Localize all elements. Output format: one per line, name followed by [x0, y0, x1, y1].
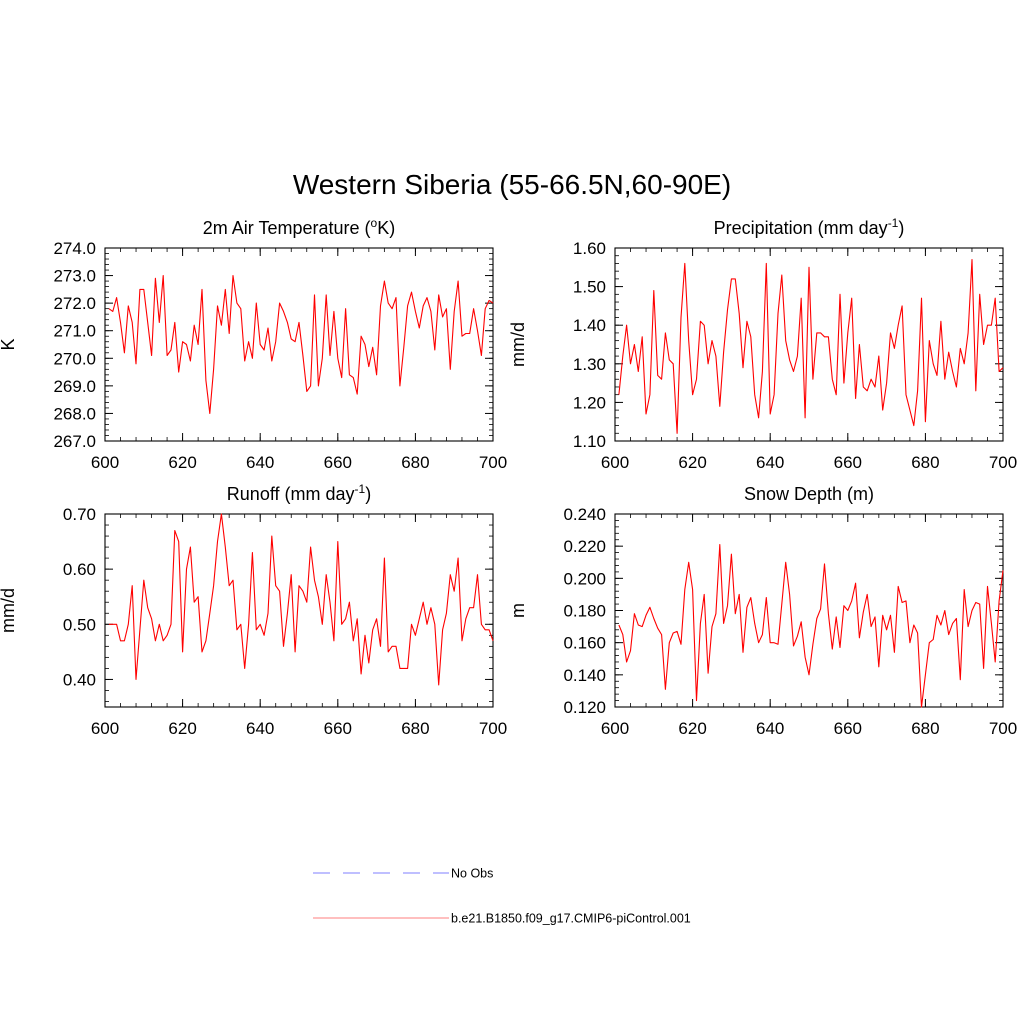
panel-title-text: Snow Depth (m) — [744, 484, 874, 504]
panel-title-text: 2m Air Temperature ( — [203, 218, 371, 238]
plot-frame — [614, 247, 1004, 442]
y-tick-label: 1.50 — [573, 278, 606, 297]
y-tick-label: 270.0 — [53, 349, 96, 368]
y-tick-label: 0.50 — [63, 615, 96, 634]
x-tick-label: 660 — [324, 719, 352, 738]
y-tick-label: 0.60 — [63, 560, 96, 579]
x-tick-label: 640 — [756, 719, 784, 738]
y-tick-label: 0.220 — [563, 537, 606, 556]
y-axis-label: mm/d — [0, 588, 18, 633]
panel-title-text-end: ) — [365, 484, 371, 504]
figure-title: Western Siberia (55-66.5N,60-90E) — [293, 169, 731, 200]
y-tick-label: 269.0 — [53, 377, 96, 396]
panel-title-text: Precipitation (mm day — [714, 218, 888, 238]
series-line — [108, 275, 494, 414]
panel-title-text: Runoff (mm day — [227, 484, 355, 504]
y-tick-label: 1.20 — [573, 393, 606, 412]
x-tick-label: 640 — [756, 453, 784, 472]
x-tick-label: 600 — [601, 719, 629, 738]
plot-frame — [104, 247, 494, 442]
x-tick-label: 700 — [989, 719, 1017, 738]
x-tick-label: 660 — [324, 453, 352, 472]
series-line — [618, 544, 1004, 708]
x-tick-label: 680 — [401, 453, 429, 472]
x-tick-label: 680 — [911, 719, 939, 738]
legend: No Obs b.e21.B1850.f09_g17.CMIP6-piContr… — [313, 867, 691, 926]
x-tick-label: 680 — [911, 453, 939, 472]
panel-4: 600 620 640 660 680 700 0.120 0.140 0.160 0.180 0.… — [508, 484, 1017, 738]
y-axis-label: m — [508, 603, 528, 618]
series-line — [108, 513, 494, 686]
panel-title: Runoff (mm day-1) — [227, 482, 371, 504]
panel-title: 2m Air Temperature (oK) — [203, 216, 395, 238]
panel-title: Precipitation (mm day-1) — [714, 216, 905, 238]
panels: 600 620 640 660 680 700 267.0 268.0 269.0 270.0 27… — [0, 216, 1017, 738]
panel-title-superscript: o — [371, 216, 378, 230]
panel-title-text-end: K) — [377, 218, 395, 238]
panel-2: 600 620 640 660 680 700 1.10 1.20 1.30 1.40 1.50 1.… — [508, 216, 1017, 472]
x-tick-label: 600 — [601, 453, 629, 472]
y-tick-label: 271.0 — [53, 322, 96, 341]
y-axis-label: K — [0, 338, 18, 350]
panel-title-text-end: ) — [898, 218, 904, 238]
y-tick-label: 272.0 — [53, 294, 96, 313]
legend-label-model: b.e21.B1850.f09_g17.CMIP6-piControl.001 — [451, 912, 691, 926]
legend-label-no-obs: No Obs — [451, 867, 493, 881]
y-tick-label: 0.40 — [63, 670, 96, 689]
plot-frame — [104, 513, 494, 708]
y-tick-label: 0.160 — [563, 634, 606, 653]
y-tick-label: 1.30 — [573, 355, 606, 374]
y-tick-label: 0.120 — [563, 698, 606, 717]
x-tick-label: 680 — [401, 719, 429, 738]
x-tick-label: 640 — [246, 719, 274, 738]
series-line — [618, 259, 1004, 434]
y-tick-label: 1.10 — [573, 432, 606, 451]
panel-title: Snow Depth (m) — [744, 484, 874, 504]
x-tick-label: 700 — [479, 719, 507, 738]
x-tick-label: 600 — [91, 719, 119, 738]
x-tick-label: 620 — [168, 453, 196, 472]
y-tick-label: 0.180 — [563, 602, 606, 621]
x-tick-label: 600 — [91, 453, 119, 472]
y-tick-label: 0.140 — [563, 666, 606, 685]
x-tick-label: 660 — [834, 453, 862, 472]
y-axis-label: mm/d — [508, 322, 528, 367]
panel-title-superscript: -1 — [888, 216, 899, 230]
y-tick-label: 273.0 — [53, 267, 96, 286]
y-tick-label: 1.60 — [573, 239, 606, 258]
y-tick-label: 0.200 — [563, 569, 606, 588]
x-tick-label: 620 — [678, 453, 706, 472]
x-tick-label: 660 — [834, 719, 862, 738]
x-tick-label: 620 — [678, 719, 706, 738]
panel-title-superscript: -1 — [355, 482, 366, 496]
y-tick-label: 1.40 — [573, 316, 606, 335]
y-tick-label: 274.0 — [53, 239, 96, 258]
x-tick-label: 700 — [479, 453, 507, 472]
x-tick-label: 640 — [246, 453, 274, 472]
x-tick-label: 700 — [989, 453, 1017, 472]
panel-1: 600 620 640 660 680 700 267.0 268.0 269.0 270.0 27… — [0, 216, 507, 472]
x-tick-label: 620 — [168, 719, 196, 738]
panel-3: 600 620 640 660 680 700 0.40 0.50 0.60 0.70 mm/d Ru… — [0, 482, 507, 738]
y-tick-label: 0.240 — [563, 505, 606, 524]
y-tick-label: 268.0 — [53, 404, 96, 423]
y-tick-label: 0.70 — [63, 505, 96, 524]
y-tick-label: 267.0 — [53, 432, 96, 451]
